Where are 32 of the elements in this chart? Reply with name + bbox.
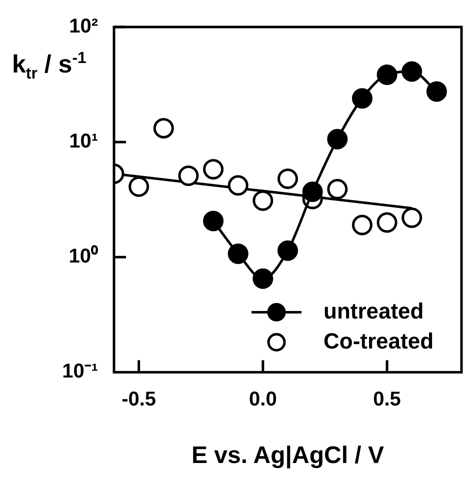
legend-label: untreated [324, 298, 424, 324]
point [228, 244, 248, 264]
y-tick-label: 10⁻¹ [62, 360, 98, 383]
y-tick-label: 10¹ [69, 130, 98, 153]
point [203, 159, 224, 180]
point [128, 176, 150, 197]
x-axis-title: E vs. Ag|AgCl / V [191, 442, 384, 470]
point [402, 61, 422, 82]
point [327, 128, 348, 150]
x-tick-label: -0.5 [122, 388, 156, 411]
point [376, 64, 398, 85]
point [302, 182, 323, 202]
point [376, 212, 398, 233]
point [203, 210, 224, 232]
point [426, 81, 447, 102]
point [402, 207, 422, 228]
x-tick-label: 0.0 [249, 388, 277, 411]
point [278, 240, 298, 261]
point [252, 268, 274, 289]
y-tick-label: 10⁰ [68, 244, 98, 268]
y-axis-title: k$_{tr}$ / s$^{-1}$ [12, 50, 86, 84]
point [228, 175, 248, 196]
point [352, 214, 372, 236]
point [153, 118, 174, 138]
point [252, 190, 274, 211]
point [352, 88, 372, 109]
legend-label: Co-treated [324, 328, 434, 354]
y-tick-label: 10² [69, 16, 98, 38]
point [278, 168, 298, 189]
point [178, 165, 199, 186]
x-tick-label: 0.5 [373, 388, 401, 411]
point [327, 178, 348, 200]
